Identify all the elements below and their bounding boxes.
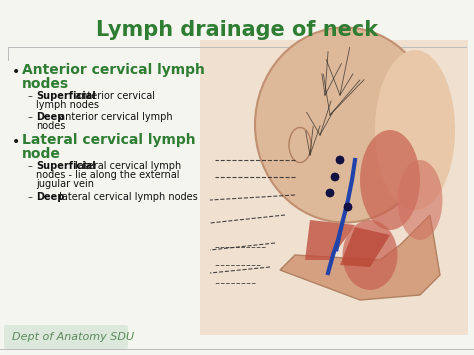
Ellipse shape <box>360 130 420 230</box>
Ellipse shape <box>375 50 455 210</box>
Polygon shape <box>280 215 440 300</box>
Text: lateral cervical lymph: lateral cervical lymph <box>72 161 181 171</box>
Circle shape <box>331 173 339 181</box>
Ellipse shape <box>289 127 311 163</box>
Text: •: • <box>12 135 20 149</box>
Text: node: node <box>22 147 61 161</box>
Text: nodes: nodes <box>22 77 69 91</box>
Text: anterior cervical: anterior cervical <box>72 91 155 101</box>
Polygon shape <box>305 220 355 260</box>
Text: –: – <box>28 112 33 122</box>
Circle shape <box>344 203 352 211</box>
Text: •: • <box>12 65 20 79</box>
Text: –: – <box>28 91 33 101</box>
FancyBboxPatch shape <box>200 40 468 335</box>
Text: Lateral cervical lymph: Lateral cervical lymph <box>22 133 196 147</box>
FancyBboxPatch shape <box>4 325 128 349</box>
Ellipse shape <box>398 160 443 240</box>
Circle shape <box>326 189 334 197</box>
Text: Dept of Anatomy SDU: Dept of Anatomy SDU <box>12 332 134 342</box>
Text: nodes: nodes <box>36 121 65 131</box>
Text: –: – <box>28 161 33 171</box>
Text: jugular vein: jugular vein <box>36 179 94 189</box>
Text: Deep: Deep <box>36 112 64 122</box>
Text: anterior cervical lymph: anterior cervical lymph <box>56 112 173 122</box>
Polygon shape <box>340 227 390 267</box>
Text: lymph nodes: lymph nodes <box>36 100 99 110</box>
Text: Deep: Deep <box>36 192 64 202</box>
Ellipse shape <box>255 27 435 223</box>
Ellipse shape <box>343 220 398 290</box>
Text: Superficial: Superficial <box>36 91 96 101</box>
Text: nodes - lie along the external: nodes - lie along the external <box>36 170 180 180</box>
Text: Lymph drainage of neck: Lymph drainage of neck <box>96 20 378 40</box>
Text: Anterior cervical lymph: Anterior cervical lymph <box>22 63 205 77</box>
Text: Superficial: Superficial <box>36 161 96 171</box>
Text: –: – <box>28 192 33 202</box>
Circle shape <box>336 156 344 164</box>
Text: lateral cervical lymph nodes: lateral cervical lymph nodes <box>56 192 198 202</box>
